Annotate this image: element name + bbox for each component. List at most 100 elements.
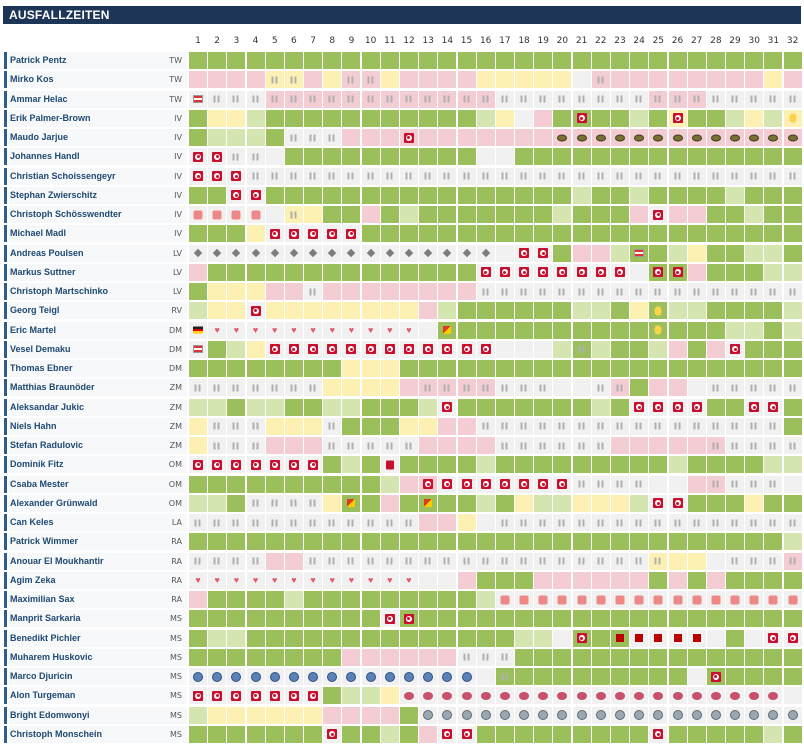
matchday-cell (630, 379, 649, 397)
player-name[interactable]: Patrick Wimmer (9, 533, 187, 551)
player-name[interactable]: Christian Schoissengeyr (9, 167, 187, 185)
injury-icon (538, 267, 549, 278)
player-name[interactable]: Johannes Handl (9, 148, 187, 166)
player-name[interactable]: Ammar Helac (9, 90, 187, 108)
matchday-cell (399, 668, 418, 685)
matchday-cell (189, 379, 207, 397)
row-indicator (4, 244, 7, 262)
player-name[interactable]: Dominik Fitz (9, 456, 187, 474)
player-position: ZM (169, 383, 182, 393)
matchday-cell: ♥ (208, 571, 227, 589)
player-name[interactable]: Marco Djuricin (9, 668, 187, 685)
bench-icon (578, 172, 585, 180)
injury-icon (308, 344, 319, 355)
bench-icon (578, 480, 585, 488)
row-indicator (4, 360, 7, 377)
player-name[interactable]: Agim Zeka (9, 571, 187, 589)
matchday-cell (265, 71, 284, 89)
matchday-cell (438, 398, 457, 416)
player-name[interactable]: Vesel Demaku (9, 340, 187, 358)
matchday-cell (246, 610, 265, 628)
matchday-cell (189, 321, 207, 339)
matchday-cell (227, 71, 246, 89)
matchday-cell (572, 571, 591, 589)
player-name[interactable]: Christoph Martschinko (9, 283, 187, 300)
matchday-cell (726, 687, 745, 705)
matchday-cell (189, 648, 207, 666)
matchday-cell (610, 514, 629, 531)
matchday-cell (534, 475, 553, 493)
player-name[interactable]: Can Keles (9, 514, 187, 531)
matchday-cell (572, 90, 591, 108)
matchday-cell (476, 648, 495, 666)
matchday-cell (572, 52, 591, 69)
player-name[interactable]: Stefan Radulovic (9, 437, 187, 454)
matchday-cell (399, 90, 418, 108)
player-name[interactable]: Thomas Ebner (9, 360, 187, 377)
heart-icon: ♥ (291, 575, 297, 586)
player-name[interactable]: Anouar El Moukhantir (9, 552, 187, 570)
player-name[interactable]: Alon Turgeman (9, 687, 187, 705)
player-name[interactable]: Niels Hahn (9, 417, 187, 435)
matchday-cell (323, 533, 342, 551)
matchday-cell (649, 687, 668, 705)
matchday-cell (323, 687, 342, 705)
matchday-number: 32 (786, 36, 799, 46)
matchday-cell (265, 475, 284, 493)
player-name[interactable]: Maudo Jarjue (9, 129, 187, 146)
matchday-cell (706, 494, 725, 512)
matchday-cell (553, 90, 572, 108)
matchday-cell (534, 571, 553, 589)
player-name[interactable]: Andreas Poulsen (9, 244, 187, 262)
player-name[interactable]: Erik Palmer-Brown (9, 109, 187, 127)
matchday-cell (764, 533, 783, 551)
matchday-cell (227, 129, 246, 146)
matchday-cell (495, 167, 514, 185)
player-name[interactable]: Alexander Grünwald (9, 494, 187, 512)
player-name[interactable]: Georg Teigl (9, 302, 187, 320)
matchday-cell (495, 475, 514, 493)
player-name[interactable]: Matthias Braunöder (9, 379, 187, 397)
player-name[interactable]: Benedikt Pichler (9, 629, 187, 647)
player-name[interactable]: Stephan Zwierschitz (9, 186, 187, 204)
bench-icon (386, 95, 393, 103)
matchday-cell (687, 687, 706, 705)
club-icon (634, 691, 645, 700)
player-name[interactable]: Christoph Monschein (9, 725, 187, 743)
red-card-icon (692, 634, 701, 642)
matchday-cell (419, 687, 438, 705)
player-name[interactable]: Michael Madl (9, 225, 187, 243)
matchday-cell (553, 629, 572, 647)
player-name[interactable]: Patrick Pentz (9, 52, 187, 69)
matchday-cell (476, 687, 495, 705)
matchday-cell (304, 514, 323, 531)
table-row: Thomas Ebner DM (0, 359, 804, 378)
player-name[interactable]: Christoph Schösswendter (9, 206, 187, 223)
player-name[interactable]: Csaba Mester (9, 475, 187, 493)
matchday-cell (534, 148, 553, 166)
matchday-cell (668, 90, 687, 108)
matchday-cell (553, 167, 572, 185)
bench-icon (290, 76, 297, 84)
player-position: MS (170, 633, 182, 643)
matchday-cell (649, 571, 668, 589)
player-name[interactable]: Maximilian Sax (9, 591, 187, 608)
matchday-cell (630, 668, 649, 685)
matchday-cell (342, 244, 361, 262)
matchday-cell (438, 514, 457, 531)
player-name[interactable]: Muharem Huskovic (9, 648, 187, 666)
matchday-cell (745, 610, 764, 628)
player-name[interactable]: Eric Martel (9, 321, 187, 339)
matchday-cell (457, 706, 476, 724)
matchday-cell: ♥ (265, 321, 284, 339)
player-name[interactable]: Markus Suttner (9, 263, 187, 281)
player-name[interactable]: Aleksandar Jukic (9, 398, 187, 416)
matchday-cell (495, 186, 514, 204)
player-name[interactable]: Bright Edomwonyi (9, 706, 187, 724)
matchday-cell (745, 360, 764, 377)
diamond-icon (481, 248, 490, 258)
player-name[interactable]: Mirko Kos (9, 71, 187, 89)
player-name[interactable]: Manprit Sarkaria (9, 610, 187, 628)
matchday-cell (227, 206, 246, 223)
bench-icon (252, 384, 259, 392)
